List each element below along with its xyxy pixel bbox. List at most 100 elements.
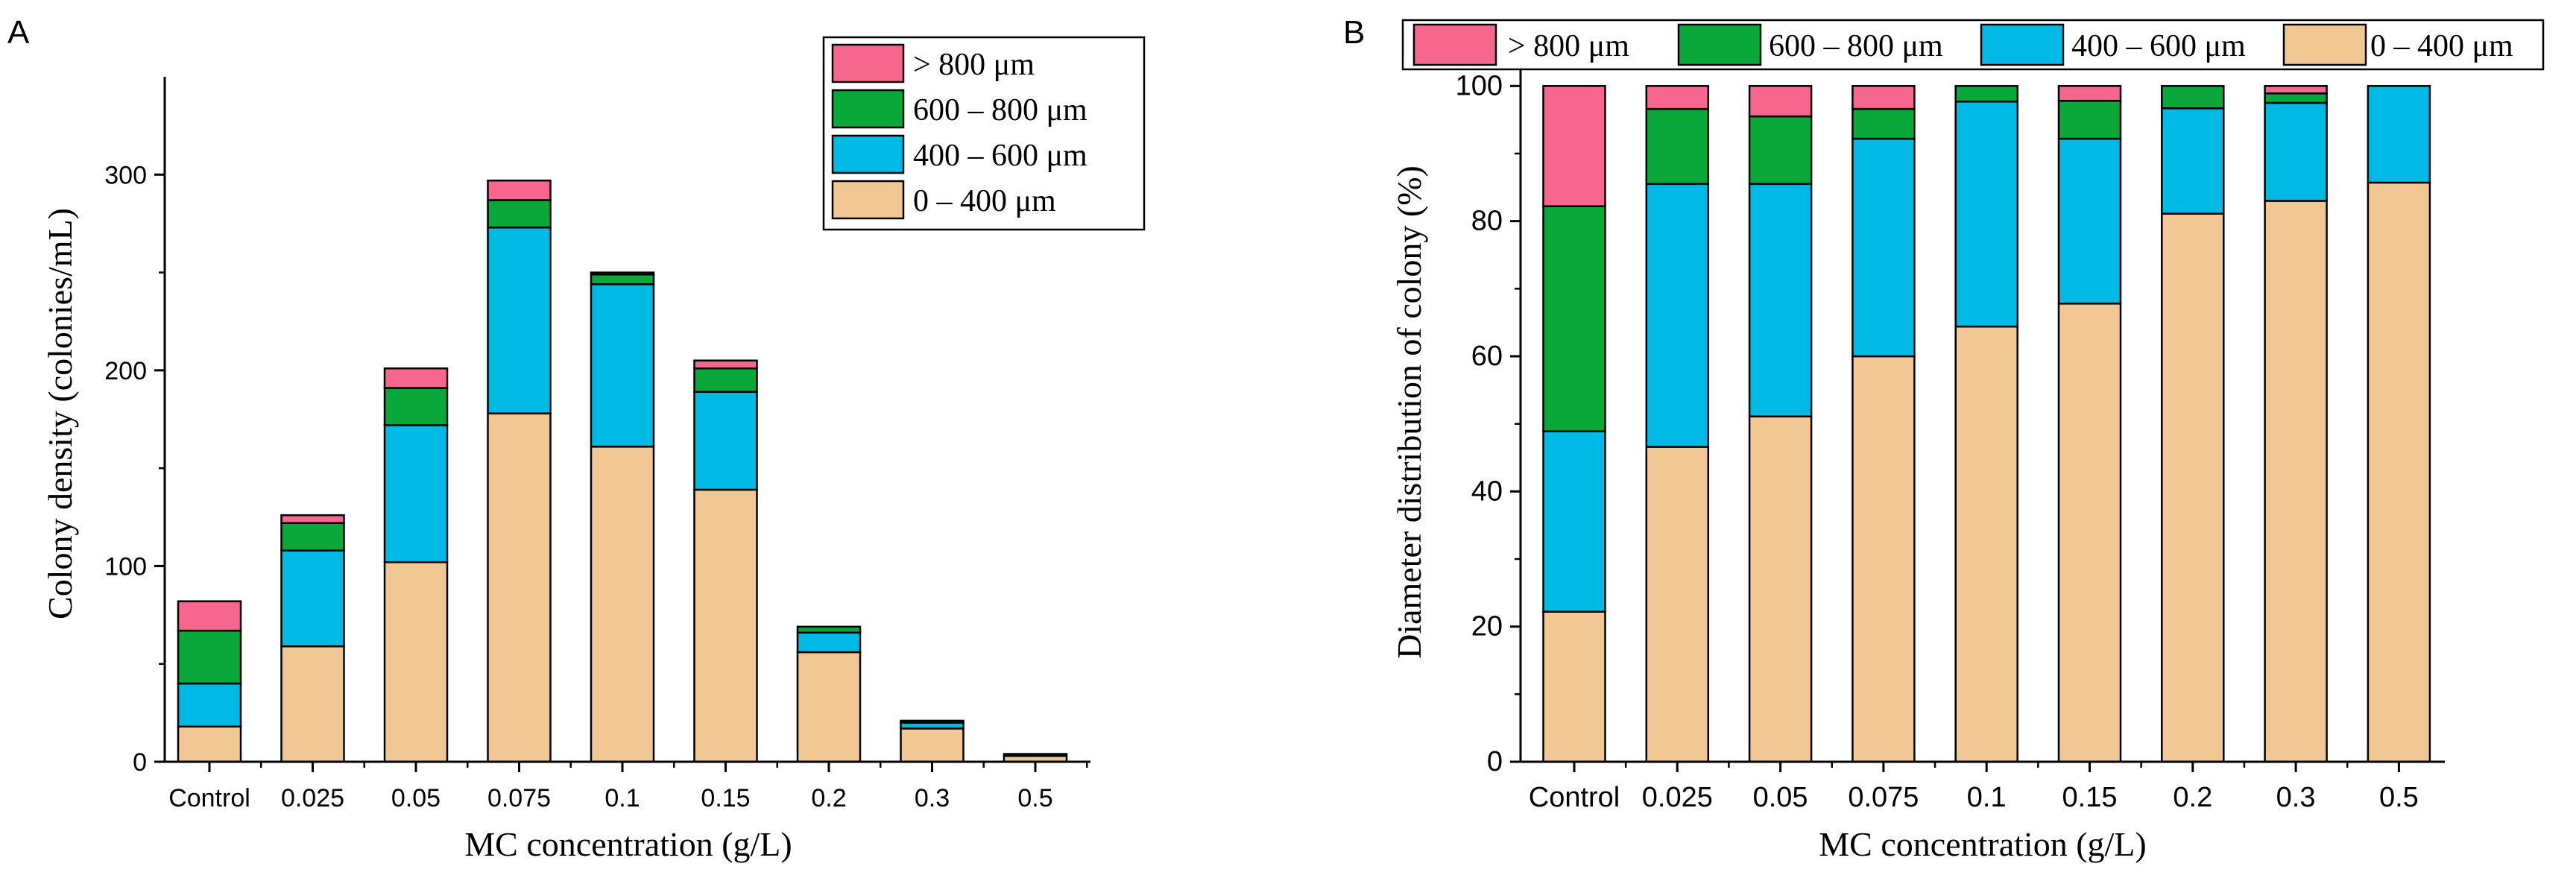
panel-a-y-axis-title: Colony density (colonies/mL) — [41, 208, 79, 619]
panel-b-bar-0-400-0.05 — [1748, 415, 1813, 763]
panel-a-bar-0-400-0.025 — [280, 645, 345, 763]
panel-b-x-tick-label: 0.2 — [2173, 782, 2212, 813]
panel-a-legend-label->800: > 800 μm — [913, 48, 1035, 82]
panel-a-bar-400-600-0.05 — [383, 424, 449, 563]
panel-b-bar->800-0.025 — [1645, 85, 1710, 110]
panel-a-bar->800-0.1 — [590, 271, 655, 276]
panel-a-x-tick-label: 0.1 — [604, 784, 640, 812]
panel-b-bar-600-800-0.025 — [1645, 107, 1710, 186]
panel-b-bar-400-600-0.5 — [2367, 85, 2431, 184]
panel-a-x-tick-label: 0.3 — [915, 784, 950, 812]
panel-b-x-tick-label: 0.3 — [2276, 782, 2316, 813]
panel-a-bar->800-0.025 — [280, 514, 345, 524]
panel-b-bar-400-600-Control — [1542, 430, 1606, 613]
panel-a-x-tick-label: Control — [168, 784, 250, 812]
panel-b-bar-400-600-0.15 — [2057, 137, 2122, 305]
panel-b-legend: > 800 μm 600 – 800 μm 400 – 600 μm 0 – 400 … — [1401, 19, 2545, 71]
panel-b-bar-600-800-0.3 — [2264, 92, 2328, 104]
panel-a-bar-0-400-0.2 — [796, 651, 862, 763]
panel-a-bar-400-600-0.5 — [1003, 753, 1068, 757]
panel-b-bar-0-400-0.1 — [1954, 325, 2018, 763]
panel-a-x-tick-label: 0.15 — [701, 784, 750, 812]
panel-a-y-tick-label: 0 — [133, 748, 147, 777]
panel-a-legend-swatch->800 — [831, 43, 905, 83]
panel-a-bar->800-0.075 — [487, 179, 552, 201]
panel-a-x-axis-title: MC concentration (g/L) — [464, 825, 792, 863]
panel-a-legend-label-0-400: 0 – 400 μm — [913, 184, 1056, 218]
panel-a-bar-400-600-Control — [177, 682, 242, 728]
panel-b-x-tick-label: Control — [1529, 782, 1620, 813]
panel-b-bar->800-Control — [1542, 85, 1606, 207]
panel-a-bar-600-800-0.025 — [280, 522, 345, 552]
panel-a-bar-600-800-0.075 — [487, 199, 552, 229]
panel-b-legend-swatch->800 — [1412, 23, 1497, 66]
panel-a-legend-swatch-400-600 — [831, 134, 905, 174]
panel-a-bar-0-400-0.05 — [383, 561, 449, 763]
panel-a-y-tick-label: 300 — [104, 161, 147, 189]
panel-a-bar-0-400-0.1 — [590, 446, 655, 763]
panel-b-y-tick-label: 100 — [1456, 70, 1503, 101]
panel-a-legend-label-400-600: 400 – 600 μm — [913, 139, 1087, 173]
panel-a-bar-600-800-Control — [177, 629, 242, 685]
panel-b-y-tick-label: 80 — [1471, 206, 1503, 237]
panel-b-x-axis-title: MC concentration (g/L) — [1819, 825, 2146, 863]
panel-a-bar-600-800-0.2 — [796, 625, 862, 634]
panel-a-bar-600-800-0.05 — [383, 387, 449, 426]
panel-a-y-tick-label: 100 — [104, 552, 147, 581]
panel-b-legend-label-0-400: 0 – 400 μm — [2370, 29, 2513, 63]
panel-b-legend-swatch-400-600 — [1980, 23, 2065, 66]
panel-b-bar-600-800-Control — [1542, 205, 1606, 432]
panel-b-x-tick-label: 0.025 — [1642, 782, 1713, 813]
panel-b-y-tick-label: 60 — [1471, 341, 1503, 372]
panel-b-bar->800-0.05 — [1748, 85, 1813, 118]
panel-a-bar-600-800-0.3 — [900, 719, 965, 724]
panel-a-bar-400-600-0.15 — [693, 391, 758, 491]
panel-b-x-tick-label: 0.1 — [1967, 782, 2007, 813]
panel-b-legend-swatch-600-800 — [1677, 23, 1762, 66]
panel-b-bar-0-400-Control — [1542, 610, 1606, 763]
panel-a-bar-0-400-0.15 — [693, 488, 758, 763]
panel-b-bar-0-400-0.075 — [1852, 355, 1916, 763]
panel-b-x-tick-label: 0.075 — [1848, 782, 1919, 813]
panel-b-bar-400-600-0.05 — [1748, 183, 1813, 417]
panel-b-y-tick-label: 20 — [1471, 611, 1503, 643]
panel-b-y-tick-label: 40 — [1471, 476, 1503, 507]
panel-b-bar-400-600-0.075 — [1852, 137, 1916, 358]
panel-a-y-tick-label: 200 — [104, 357, 147, 385]
panel-a-x-tick-label: 0.075 — [487, 784, 551, 812]
panel-a-bar-400-600-0.2 — [796, 631, 862, 654]
panel-b-bar-400-600-0.2 — [2161, 107, 2225, 215]
panel-a-legend-swatch-600-800 — [831, 89, 905, 129]
panel-b-legend-label-400-600: 400 – 600 μm — [2071, 29, 2246, 63]
panel-a-bar-0-400-0.075 — [487, 412, 552, 763]
panel-a-bar-0-400-Control — [177, 725, 242, 763]
panel-a-bar-600-800-0.1 — [590, 273, 655, 285]
panel-a-bar->800-Control — [177, 600, 242, 632]
panel-b-y-axis-title: Diameter distribution of colony (%) — [1390, 165, 1428, 659]
panel-b-axes: 0 20 40 60 80 100 Control 0.025 0.05 0.075 0.1 0.15… — [1456, 52, 2445, 813]
panel-a-x-tick-label: 0.025 — [281, 784, 344, 812]
panel-b-bar-400-600-0.1 — [1954, 100, 2018, 328]
panel-b-bar-600-800-0.15 — [2057, 100, 2122, 140]
panel-b: B 0 20 40 60 80 100 Control 0.025 0.05 0.075 0.1 0.… — [1343, 14, 2545, 863]
panel-b-y-tick-label: 0 — [1487, 746, 1503, 777]
panel-b-bar-0-400-0.15 — [2057, 303, 2122, 763]
panel-a-bar-400-600-0.1 — [590, 283, 655, 448]
panel-b-bar->800-0.15 — [2057, 85, 2122, 102]
panel-b-bar->800-0.3 — [2264, 85, 2328, 95]
panel-a-bar-400-600-0.075 — [487, 226, 552, 414]
panel-a-x-tick-label: 0.5 — [1017, 784, 1052, 812]
panel-b-bar-400-600-0.3 — [2264, 101, 2328, 202]
panel-b-label: B — [1343, 14, 1365, 51]
panel-a-legend: > 800 μm 600 – 800 μm 400 – 600 μm 0 – 400 … — [822, 36, 1146, 231]
panel-a-axes: 0 100 200 300 Control 0.025 0.05 0.075 0.1 0.15 0.… — [104, 77, 1090, 812]
panel-b-bar-600-800-0.1 — [1954, 85, 2018, 103]
panel-b-bar->800-0.075 — [1852, 85, 1916, 110]
panel-b-bar-0-400-0.2 — [2161, 212, 2225, 763]
panel-a-legend-swatch-0-400 — [831, 180, 905, 220]
panel-a-bars — [177, 179, 1068, 763]
panel-b-bar-400-600-0.025 — [1645, 183, 1710, 448]
panel-b-legend-label-600-800: 600 – 800 μm — [1769, 29, 1943, 63]
panel-b-legend-swatch-0-400 — [2282, 23, 2367, 66]
